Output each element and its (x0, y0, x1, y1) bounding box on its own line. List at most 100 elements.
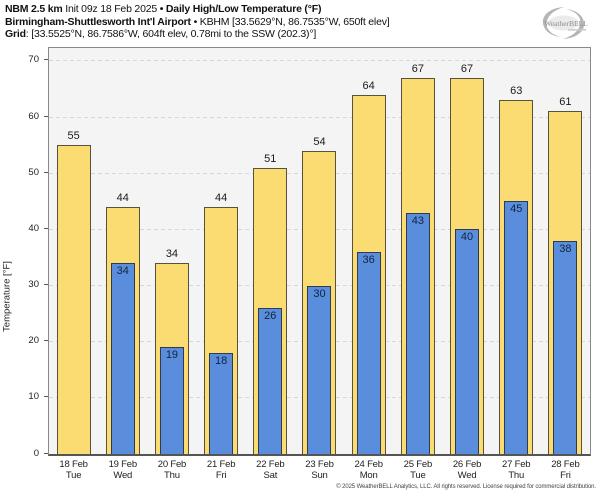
high-value-label: 54 (313, 135, 326, 148)
x-tick-day: Fri (560, 470, 571, 481)
y-axis: Temperature [°F] 0 10 20 30 40 50 60 70 (0, 47, 48, 459)
low-value-label: 34 (116, 265, 129, 278)
x-tick-label: 18 Feb Tue (49, 459, 98, 481)
low-bar (110, 263, 135, 454)
grid-label: Grid (5, 28, 26, 40)
high-value-label: 51 (264, 152, 277, 165)
x-tick-date: 25 Feb (403, 459, 433, 470)
x-tick-date: 24 Feb (354, 459, 383, 470)
x-tick-day: Thu (164, 470, 180, 481)
gridline (49, 116, 590, 118)
y-tick-mark (44, 59, 48, 61)
y-tick-label: 0 (33, 447, 39, 459)
high-value-label: 44 (116, 191, 129, 204)
x-tick-date: 26 Feb (452, 459, 482, 470)
bar-group: 34 19 20 Feb Thu (147, 48, 196, 481)
x-tick-day: Fri (215, 470, 227, 481)
station-details: KBHM [33.5629°N, 86.7535°W, 650ft elev] (199, 15, 390, 28)
low-value-label: 18 (214, 354, 228, 367)
x-tick-date: 27 Feb (502, 459, 531, 470)
bar-group: 67 40 26 Feb Wed (442, 48, 491, 481)
x-tick-label: 19 Feb Wed (98, 459, 147, 481)
x-tick-date: 18 Feb (59, 459, 88, 470)
station-name: Birmingham-Shuttlesworth Int'l Airport (5, 15, 191, 28)
low-value-label: 40 (460, 231, 474, 244)
x-tick-day: Tue (65, 470, 82, 481)
x-tick-day: Thu (508, 470, 525, 481)
weatherbell-logo: WeatherBELL (538, 4, 594, 42)
y-tick-mark (44, 115, 48, 117)
low-bar (455, 229, 480, 454)
x-tick-day: Sun (311, 470, 328, 481)
low-value-label: 30 (313, 287, 326, 300)
high-bar (56, 145, 91, 454)
x-tick-label: 28 Feb Fri (541, 459, 590, 481)
x-tick-date: 28 Feb (551, 459, 580, 470)
low-value-label: 43 (411, 214, 424, 227)
grid-details: : [33.5525°N, 86.7586°W, 604ft elev, 0.7… (25, 28, 317, 40)
x-tick-label: 20 Feb Thu (147, 459, 196, 481)
low-bar (209, 352, 234, 454)
init-time: Init 09z 18 Feb 2025 (65, 3, 157, 15)
bar-group: 44 18 21 Feb Fri (197, 48, 246, 481)
header-line-2: Birmingham-Shuttlesworth Int'l Airport •… (5, 15, 390, 29)
low-bar (258, 308, 283, 454)
x-tick-day: Wed (457, 470, 477, 481)
low-bar (405, 212, 430, 454)
y-tick-label: 40 (28, 222, 39, 234)
x-tick-label: 22 Feb Sat (246, 459, 295, 481)
logo-text: WeatherBELL (544, 19, 588, 28)
x-tick-day: Mon (359, 470, 378, 481)
y-tick-mark (44, 284, 48, 286)
low-bar (504, 201, 529, 454)
y-axis-title: Temperature [°F] (1, 261, 13, 332)
x-tick-day: Wed (113, 470, 133, 481)
bar-group: 63 45 27 Feb Thu (492, 48, 541, 481)
y-tick-label: 70 (28, 54, 39, 66)
header-line-1: NBM 2.5 km Init 09z 18 Feb 2025 • Daily … (5, 3, 389, 16)
high-value-label: 63 (510, 85, 523, 98)
low-value-label: 26 (264, 309, 277, 322)
header-line-3: Grid: [33.5525°N, 86.7586°W, 604ft elev,… (5, 28, 389, 41)
x-tick-date: 20 Feb (157, 459, 187, 470)
y-tick-label: 20 (28, 335, 39, 347)
x-tick-day: Sat (263, 470, 278, 481)
y-tick-label: 30 (28, 279, 39, 291)
y-tick-label: 10 (28, 391, 39, 403)
plot-area: 55 18 Feb Tue 44 34 19 Feb Wed 34 19 20 Feb Thu 44 1… (48, 47, 591, 481)
high-value-label: 61 (559, 96, 572, 109)
x-tick-label: 26 Feb Wed (442, 459, 491, 481)
y-tick-mark (44, 396, 48, 398)
high-value-label: 55 (67, 130, 80, 143)
separator-bullet: • (193, 15, 198, 28)
x-tick-label: 25 Feb Tue (393, 459, 442, 481)
x-tick-label: 24 Feb Mon (344, 459, 393, 481)
y-tick-label: 50 (28, 166, 39, 178)
y-tick-mark (44, 452, 48, 454)
low-bar (356, 251, 381, 454)
bar-group: 64 36 24 Feb Mon (344, 48, 393, 481)
separator-bullet: • (159, 3, 164, 15)
high-value-label: 34 (165, 248, 179, 261)
high-value-label: 64 (362, 79, 375, 92)
bar-group: 51 26 22 Feb Sat (246, 48, 295, 481)
x-tick-date: 22 Feb (256, 459, 285, 470)
low-value-label: 45 (510, 203, 523, 216)
x-tick-label: 21 Feb Fri (197, 459, 246, 481)
low-bar (553, 240, 578, 454)
high-value-label: 44 (214, 191, 228, 204)
low-bar (159, 347, 184, 454)
model-name: NBM 2.5 km (5, 3, 63, 15)
x-tick-label: 23 Feb Sun (295, 459, 344, 481)
x-tick-label: 27 Feb Thu (492, 459, 541, 481)
x-tick-date: 23 Feb (305, 459, 334, 470)
product-title: Daily High/Low Temperature (°F) (165, 3, 322, 15)
low-bar (307, 285, 332, 454)
x-tick-date: 19 Feb (108, 459, 138, 470)
bar-group: 61 38 28 Feb Fri (541, 48, 590, 481)
y-tick-label: 60 (28, 110, 39, 122)
copyright-text: © 2025 WeatherBELL Analytics, LLC. All r… (336, 484, 596, 490)
high-value-label: 67 (460, 62, 474, 75)
bar-group: 44 34 19 Feb Wed (98, 48, 147, 481)
